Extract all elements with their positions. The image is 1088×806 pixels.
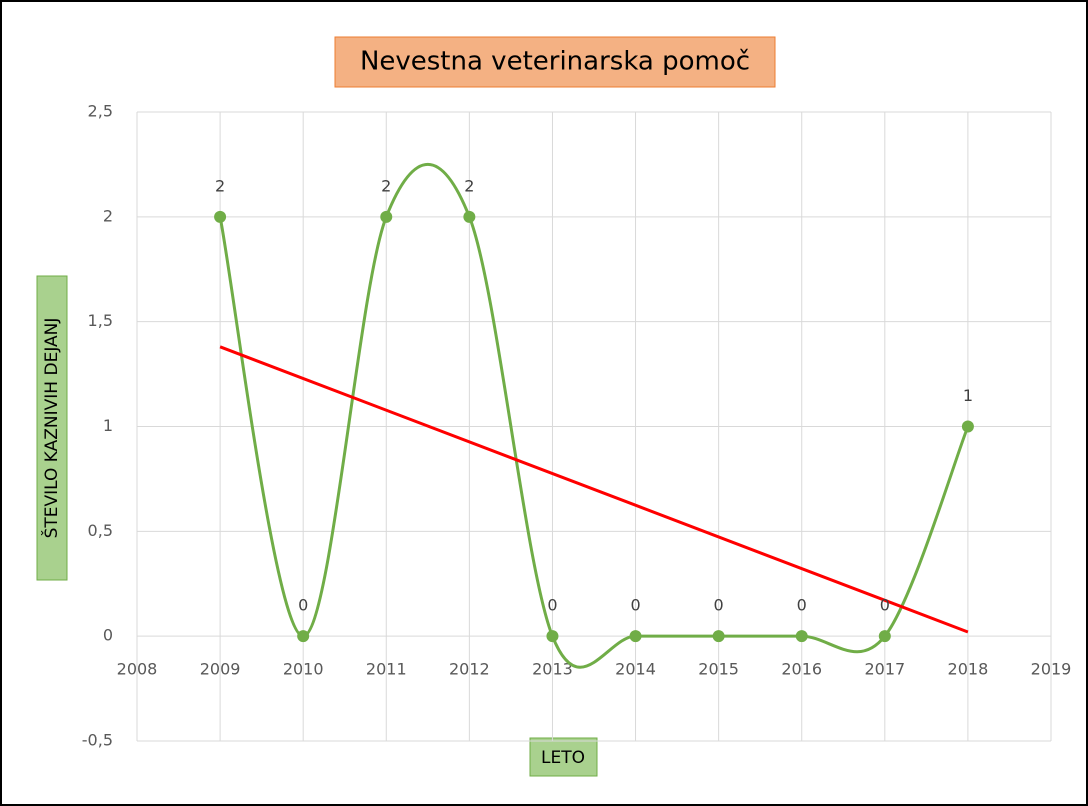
data-label: 0 xyxy=(714,596,724,615)
x-tick-label: 2012 xyxy=(449,660,490,679)
x-tick-label: 2008 xyxy=(117,660,158,679)
x-tick-label: 2010 xyxy=(283,660,324,679)
data-label: 2 xyxy=(381,176,391,195)
data-label: 0 xyxy=(630,596,640,615)
y-tick-label: 1,5 xyxy=(88,311,113,330)
y-tick-label: 1 xyxy=(103,416,113,435)
data-point xyxy=(214,210,227,223)
data-label: 0 xyxy=(797,596,807,615)
data-point xyxy=(961,420,974,433)
trendline xyxy=(219,345,969,634)
y-tick-label: -0,5 xyxy=(82,731,113,750)
data-label: 2 xyxy=(464,176,474,195)
data-point xyxy=(297,630,310,643)
y-tick-label: 0 xyxy=(103,626,113,645)
x-axis-label: LETO xyxy=(541,748,585,768)
data-point xyxy=(463,210,476,223)
x-tick-label: 2016 xyxy=(781,660,822,679)
title-box xyxy=(334,36,776,88)
y-label-box xyxy=(36,275,68,581)
data-point xyxy=(795,630,808,643)
x-tick-label: 2009 xyxy=(200,660,241,679)
data-line xyxy=(218,162,970,669)
chart-title: Nevestna veterinarska pomoč xyxy=(360,47,750,77)
data-label: 0 xyxy=(880,596,890,615)
data-label: 0 xyxy=(298,596,308,615)
data-point xyxy=(712,630,725,643)
x-tick-label: 2018 xyxy=(948,660,989,679)
data-label: 2 xyxy=(215,176,225,195)
y-tick-label: 2 xyxy=(103,206,113,225)
x-tick-label: 2015 xyxy=(698,660,739,679)
data-label: 1 xyxy=(963,386,973,405)
y-axis-label: ŠTEVILO KAZNIVIH DEJANJ xyxy=(40,318,62,539)
y-tick-label: 2,5 xyxy=(88,102,113,121)
data-label: 0 xyxy=(547,596,557,615)
x-tick-label: 2013 xyxy=(532,660,573,679)
data-point xyxy=(546,630,559,643)
data-point xyxy=(380,210,393,223)
x-tick-label: 2019 xyxy=(1031,660,1072,679)
y-tick-label: 0,5 xyxy=(88,521,113,540)
data-point xyxy=(878,630,891,643)
x-label-box xyxy=(529,737,598,777)
data-point xyxy=(629,630,642,643)
x-tick-label: 2011 xyxy=(366,660,407,679)
x-tick-label: 2017 xyxy=(864,660,905,679)
x-tick-label: 2014 xyxy=(615,660,656,679)
